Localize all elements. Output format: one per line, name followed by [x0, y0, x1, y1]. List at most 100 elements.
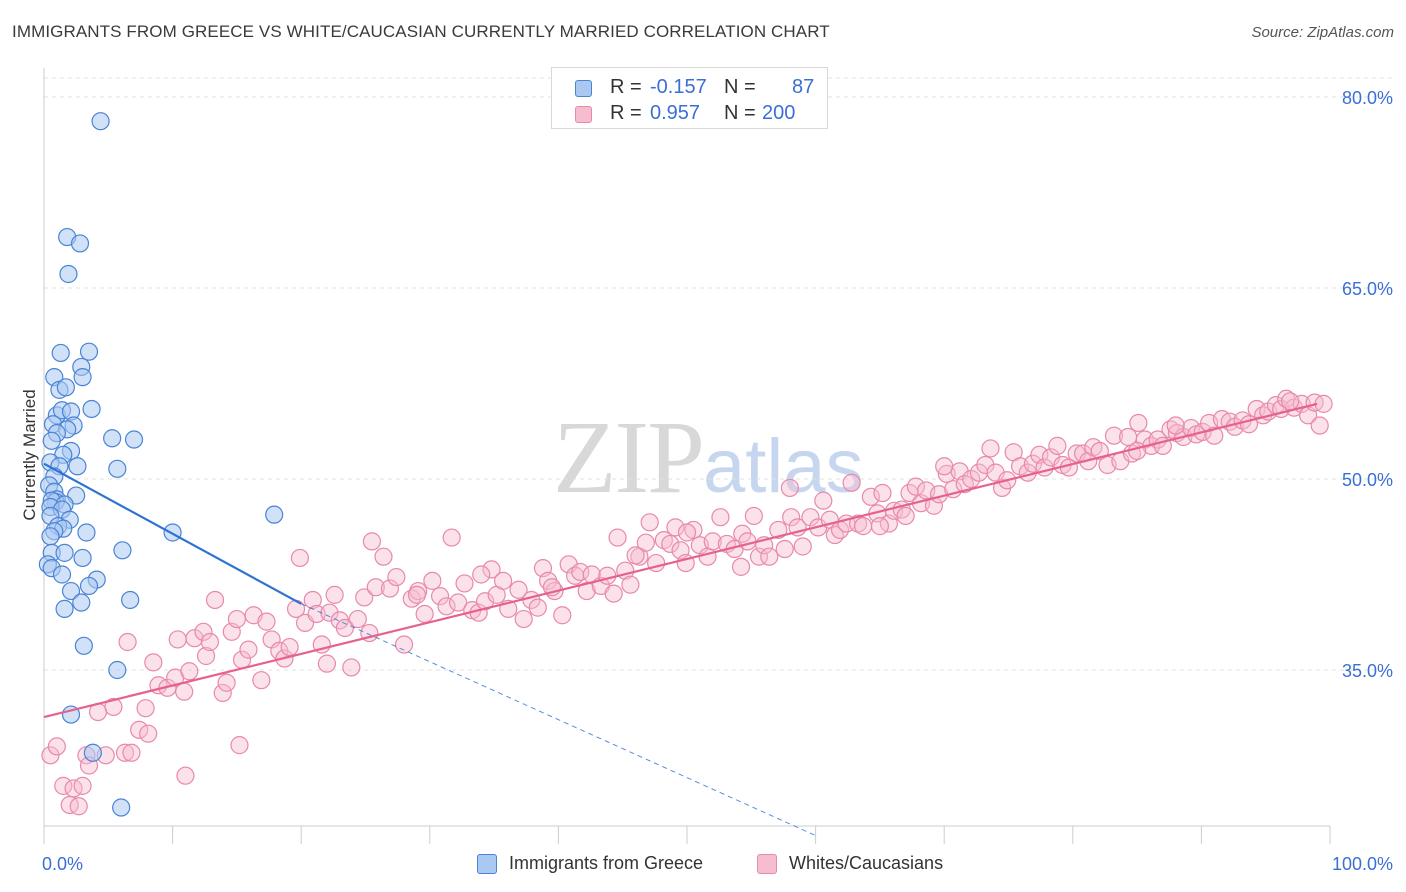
data-point-whites	[475, 592, 495, 611]
data-point-greece	[52, 565, 72, 584]
r-label: R =	[610, 76, 642, 98]
data-point-greece	[108, 459, 127, 478]
data-point-whites	[213, 683, 232, 703]
watermark: ZIPatlas	[553, 398, 864, 517]
source-credit: Source: ZipAtlas.com	[1251, 24, 1394, 41]
data-point-whites	[180, 662, 199, 681]
chart-title: IMMIGRANTS FROM GREECE VS WHITE/CAUCASIA…	[12, 22, 830, 41]
watermark-atlas: atlas	[703, 424, 864, 509]
data-point-whites	[703, 532, 722, 551]
data-point-whites	[415, 604, 434, 624]
data-point-greece	[56, 378, 75, 397]
data-point-whites	[636, 533, 655, 552]
data-point-whites	[571, 562, 590, 582]
correlation-legend: R = -0.157 N = 87 R = 0.957 N = 200	[551, 67, 828, 129]
data-point-whites	[239, 640, 258, 659]
data-point-whites	[73, 776, 92, 795]
data-point-whites	[437, 597, 456, 616]
data-point-whites	[1314, 394, 1333, 413]
legend-row-whites: R = 0.957 N = 200	[552, 102, 827, 128]
n-value: 87	[792, 76, 815, 98]
data-point-whites	[348, 609, 367, 629]
data-point-whites	[801, 508, 820, 527]
data-point-whites	[749, 547, 769, 566]
data-point-whites	[1104, 426, 1124, 445]
n-label: N =	[724, 102, 756, 124]
data-point-whites	[1023, 454, 1043, 473]
data-point-whites	[230, 736, 249, 755]
data-point-whites	[280, 637, 299, 657]
trend-line-greece	[43, 462, 302, 605]
data-point-whites	[854, 517, 873, 536]
data-point-whites	[176, 766, 195, 785]
data-point-whites	[194, 622, 213, 641]
data-point-greece	[79, 576, 99, 596]
data-point-whites	[374, 547, 393, 566]
data-point-whites	[842, 473, 861, 492]
data-point-whites	[335, 618, 355, 638]
y-tick-label: 35.0%	[1342, 661, 1393, 681]
data-point-whites	[626, 546, 645, 565]
data-point-greece	[61, 581, 81, 601]
data-point-whites	[494, 571, 513, 590]
data-point-whites	[906, 477, 926, 496]
data-point-whites	[604, 584, 623, 603]
data-point-whites	[1127, 441, 1147, 461]
data-point-whites	[976, 455, 995, 475]
data-point-whites	[528, 598, 547, 617]
data-point-whites	[814, 491, 833, 510]
data-point-greece	[73, 368, 92, 387]
data-point-whites	[677, 523, 697, 542]
data-point-whites	[185, 629, 204, 648]
data-point-greece	[103, 429, 122, 448]
data-point-whites	[136, 699, 155, 718]
data-point-whites	[200, 632, 219, 652]
data-point-whites	[780, 478, 799, 498]
data-point-whites	[342, 658, 361, 677]
watermark-zip: ZIP	[553, 400, 705, 515]
data-point-whites	[118, 632, 137, 652]
data-point-whites	[366, 578, 385, 597]
data-point-greece	[55, 543, 74, 562]
data-point-whites	[448, 593, 468, 612]
data-point-whites	[870, 517, 890, 536]
series-legend: Immigrants from Greece Whites/Caucasians	[0, 852, 1406, 878]
data-point-whites	[325, 585, 344, 604]
data-point-whites	[760, 547, 779, 566]
data-point-whites	[509, 580, 528, 599]
data-point-greece	[51, 343, 70, 363]
data-point-whites	[731, 557, 751, 576]
data-point-greece	[77, 523, 96, 542]
data-point-greece	[42, 431, 61, 450]
data-point-greece	[108, 660, 127, 680]
data-point-whites	[738, 532, 757, 551]
data-point-whites	[711, 508, 730, 527]
trend-line-whites	[43, 402, 1318, 719]
data-point-greece	[79, 342, 99, 361]
data-point-whites	[196, 646, 216, 666]
data-point-greece	[73, 548, 92, 568]
legend-label: Whites/Caucasians	[789, 853, 944, 873]
data-point-whites	[252, 671, 271, 690]
data-point-whites	[472, 565, 491, 584]
data-point-whites	[455, 574, 474, 593]
data-point-whites	[873, 483, 892, 503]
data-point-whites	[825, 525, 844, 545]
data-point-whites	[640, 513, 659, 532]
data-point-whites	[317, 654, 337, 673]
data-point-whites	[380, 579, 400, 598]
data-point-greece	[113, 541, 132, 560]
data-point-whites	[482, 560, 501, 579]
data-point-whites	[175, 682, 194, 701]
data-point-whites	[130, 720, 149, 739]
data-point-whites	[387, 567, 406, 587]
n-value: 200	[762, 102, 796, 124]
data-point-whites	[553, 606, 572, 625]
data-point-whites	[168, 630, 187, 649]
data-point-whites	[1129, 413, 1148, 433]
data-point-whites	[848, 514, 868, 533]
data-point-whites	[793, 537, 812, 556]
y-tick-label: 50.0%	[1342, 470, 1393, 490]
data-point-whites	[666, 518, 685, 537]
data-point-greece	[83, 743, 102, 762]
